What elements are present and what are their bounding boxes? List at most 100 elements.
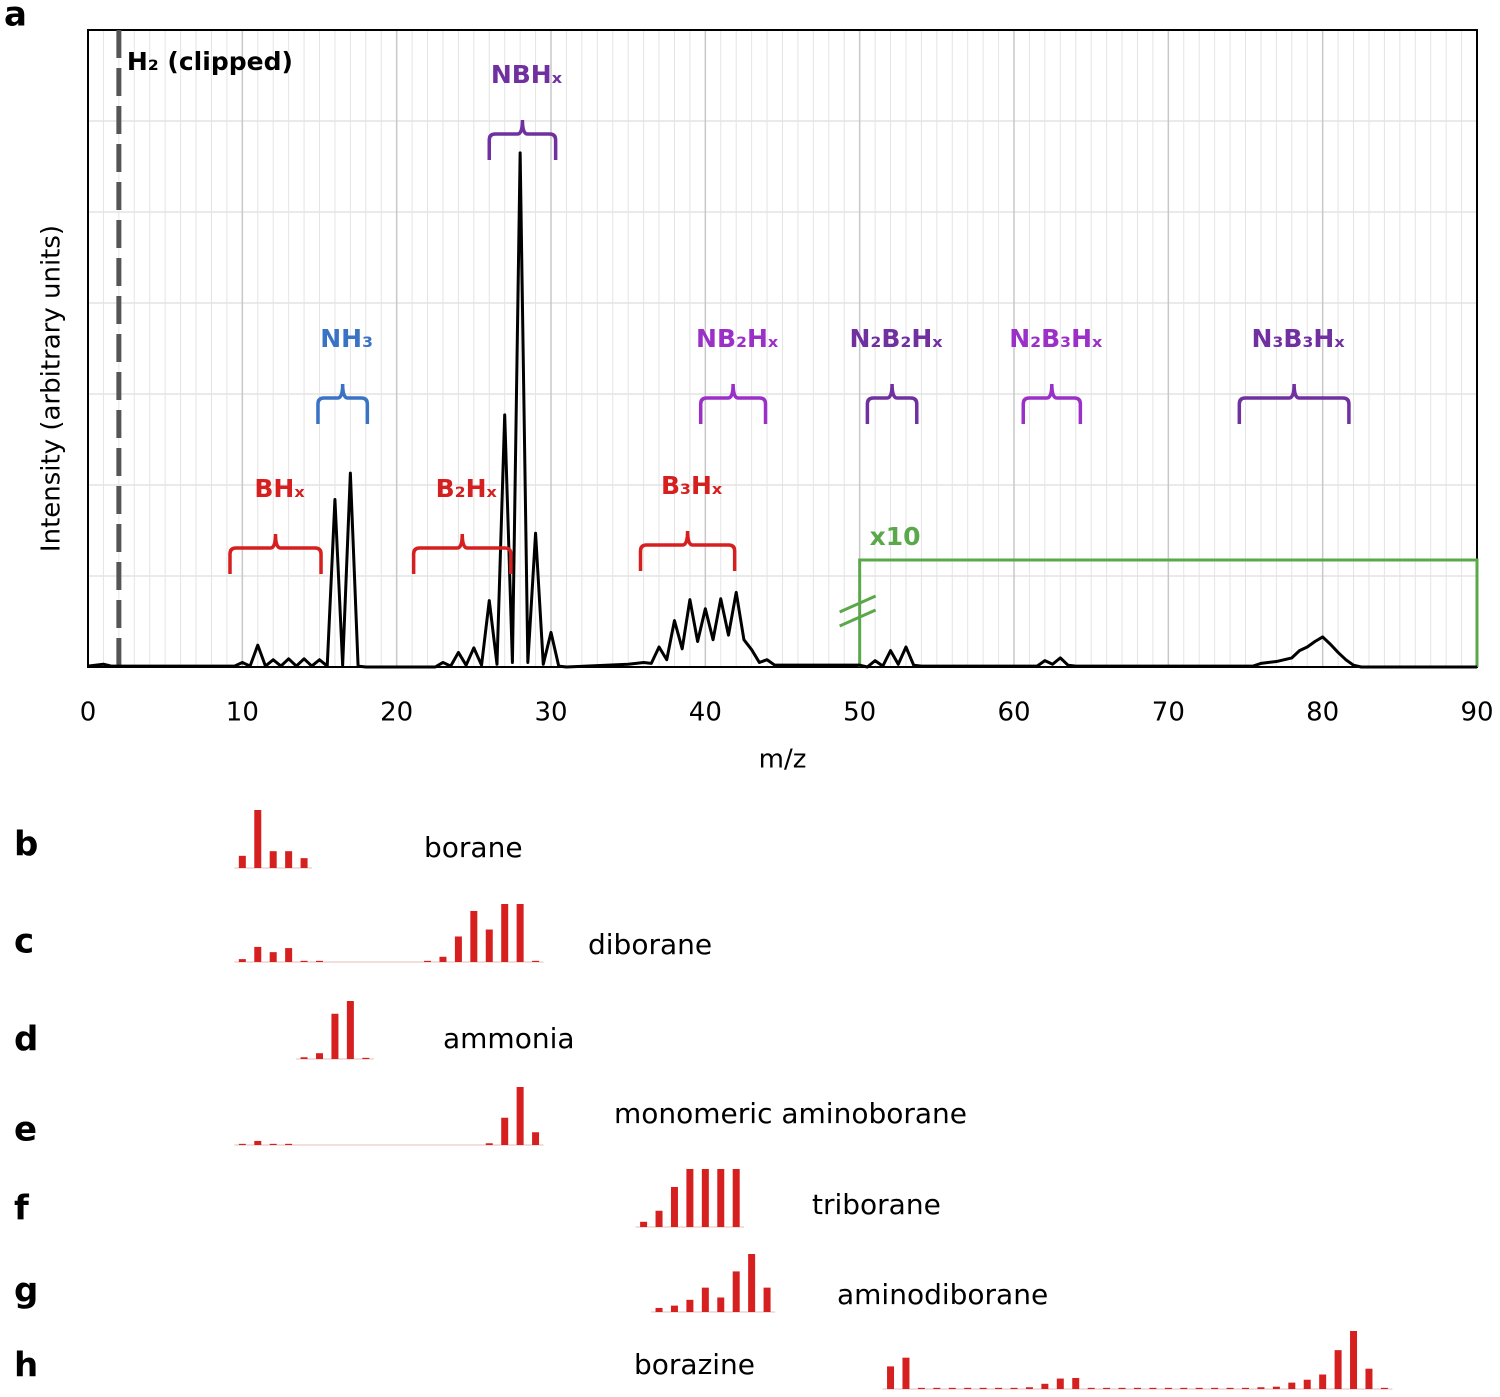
stick — [717, 1297, 725, 1312]
stick — [532, 1132, 540, 1145]
stick — [670, 1305, 678, 1312]
compound-name: monomeric aminoborane — [614, 1097, 967, 1130]
stick — [1103, 1387, 1111, 1389]
h2-label: H₂ (clipped) — [127, 47, 293, 76]
stick — [1319, 1374, 1327, 1389]
bracket — [411, 533, 513, 574]
bracket-label: NB₂Hₓ — [696, 324, 779, 353]
x-tick-label: 40 — [689, 698, 722, 728]
panel-letter: e — [14, 1110, 37, 1150]
panel-letter: h — [14, 1346, 38, 1386]
stick — [686, 1169, 694, 1227]
bracket-label: NBHₓ — [491, 60, 563, 89]
stick — [1365, 1368, 1373, 1389]
scaled-region-label: x10 — [870, 522, 921, 551]
stick — [269, 1143, 277, 1145]
stick — [269, 851, 277, 868]
stick — [1226, 1387, 1234, 1389]
x-tick-label: 90 — [1460, 698, 1493, 728]
stick — [1010, 1387, 1018, 1389]
y-axis-label: Intensity (arbitrary units) — [37, 225, 67, 552]
stick — [948, 1387, 956, 1389]
compound-name: aminodiborane — [837, 1278, 1048, 1311]
stick — [424, 960, 432, 962]
stick — [1025, 1387, 1033, 1389]
bracket — [638, 530, 737, 571]
stick — [331, 1013, 339, 1059]
axis-break — [839, 594, 877, 628]
stick — [1334, 1350, 1342, 1389]
stick — [670, 1186, 678, 1227]
panel-letter: d — [14, 1020, 38, 1060]
x-tick-label: 0 — [80, 698, 97, 728]
stick — [995, 1387, 1003, 1389]
x-tick-label: 80 — [1306, 698, 1339, 728]
stick — [501, 1117, 509, 1145]
x-tick-label: 10 — [226, 698, 259, 728]
bracket — [1237, 383, 1351, 424]
stick — [1195, 1387, 1203, 1389]
stick — [501, 904, 509, 962]
stick — [254, 946, 262, 962]
stick — [1041, 1383, 1049, 1389]
stick — [300, 1057, 308, 1059]
stick — [701, 1287, 709, 1312]
stick — [362, 1057, 370, 1059]
scaled-region-box — [858, 558, 1479, 667]
stick — [254, 1140, 262, 1145]
bracket-label: BHₓ — [254, 474, 305, 503]
stick — [1380, 1387, 1388, 1389]
stick — [979, 1387, 987, 1389]
compound-name: borazine — [634, 1348, 755, 1381]
stick — [439, 956, 447, 962]
stick — [532, 960, 540, 962]
bracket-label: B₃Hₓ — [661, 471, 723, 500]
stick — [300, 858, 308, 868]
x-tick-label: 20 — [380, 698, 413, 728]
x-tick-label: 50 — [843, 698, 876, 728]
x-tick-label: 70 — [1152, 698, 1185, 728]
stick — [238, 855, 246, 868]
stick — [748, 1254, 756, 1312]
stick — [316, 1053, 323, 1059]
plot-border — [87, 29, 1478, 668]
stick — [238, 1143, 246, 1145]
compound-name: triborane — [812, 1188, 941, 1221]
stick — [1072, 1377, 1080, 1389]
stick — [917, 1387, 925, 1389]
stick — [1180, 1387, 1188, 1389]
bracket — [698, 383, 768, 424]
compound-name: borane — [424, 831, 523, 864]
bracket — [316, 383, 370, 424]
stick — [933, 1387, 941, 1389]
x-tick-label: 60 — [997, 698, 1030, 728]
bracket-label: NH₃ — [320, 324, 373, 353]
compound-name: ammonia — [443, 1022, 575, 1055]
stick — [902, 1357, 910, 1389]
stick — [1242, 1387, 1249, 1389]
stick — [285, 948, 293, 962]
panel-letter: g — [14, 1271, 38, 1311]
stick — [1133, 1387, 1141, 1389]
stick — [717, 1169, 725, 1227]
stick — [485, 929, 493, 962]
stick — [316, 960, 323, 962]
stick — [1303, 1379, 1311, 1389]
stick — [686, 1299, 694, 1312]
stick — [254, 810, 262, 868]
stick — [485, 1143, 493, 1145]
panel-letter: b — [14, 825, 38, 865]
stick — [1257, 1387, 1265, 1389]
stick — [454, 936, 462, 962]
stick — [640, 1221, 648, 1227]
stick — [285, 851, 293, 868]
stick — [701, 1169, 709, 1227]
stick — [285, 1143, 293, 1145]
stick — [964, 1387, 972, 1389]
stick — [1164, 1387, 1172, 1389]
bracket — [1021, 383, 1083, 424]
stick — [887, 1366, 895, 1389]
stick — [1350, 1331, 1358, 1389]
